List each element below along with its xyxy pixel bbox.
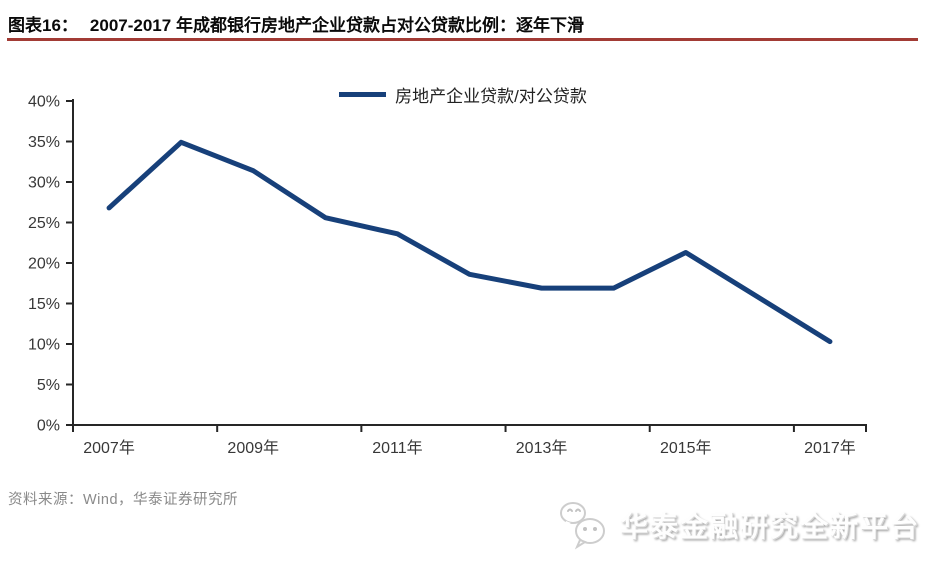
y-tick-label: 5% xyxy=(37,377,60,394)
figure-title: 图表16： 2007-2017 年成都银行房地产企业贷款占对公贷款比例：逐年下滑 xyxy=(8,11,918,36)
y-tick-label: 35% xyxy=(28,134,60,151)
line-chart: 0% 5% 10% 15% 20% 25% 30% 35% 40% 2007年 2009年 2011年… xyxy=(28,94,867,457)
y-tick-label: 25% xyxy=(28,215,60,232)
chart-legend: 房地产企业贷款/对公贷款 xyxy=(0,82,926,107)
x-tick-label: 2017年 xyxy=(804,439,856,457)
title-rule xyxy=(7,38,918,41)
figure-label: 图表16： xyxy=(8,16,78,35)
page-title: 2007-2017 年成都银行房地产企业贷款占对公贷款比例：逐年下滑 xyxy=(89,16,584,35)
watermark-text: 华泰金融研究全新平台 xyxy=(619,511,920,542)
x-tick-label: 2011年 xyxy=(372,439,422,457)
y-tick-label: 10% xyxy=(28,337,60,354)
y-tick-label: 20% xyxy=(28,256,60,273)
y-tick-label: 15% xyxy=(28,296,60,313)
legend-label: 房地产企业贷款/对公贷款 xyxy=(395,87,587,106)
y-tick-label: 30% xyxy=(28,175,60,192)
data-line xyxy=(106,139,833,345)
x-tick-label: 2007年 xyxy=(83,439,135,457)
wechat-icon xyxy=(559,502,605,550)
source-note: 资料来源：Wind，华泰证券研究所 xyxy=(8,492,239,508)
x-tick-label: 2013年 xyxy=(516,439,568,457)
watermark: 华泰金融研究全新平台 xyxy=(556,498,920,552)
y-tick-label: 40% xyxy=(28,94,60,111)
y-tick-label: 0% xyxy=(37,418,60,435)
legend-line-swatch xyxy=(339,92,387,97)
x-tick-label: 2009年 xyxy=(227,439,279,457)
x-tick-label: 2015年 xyxy=(660,439,712,457)
